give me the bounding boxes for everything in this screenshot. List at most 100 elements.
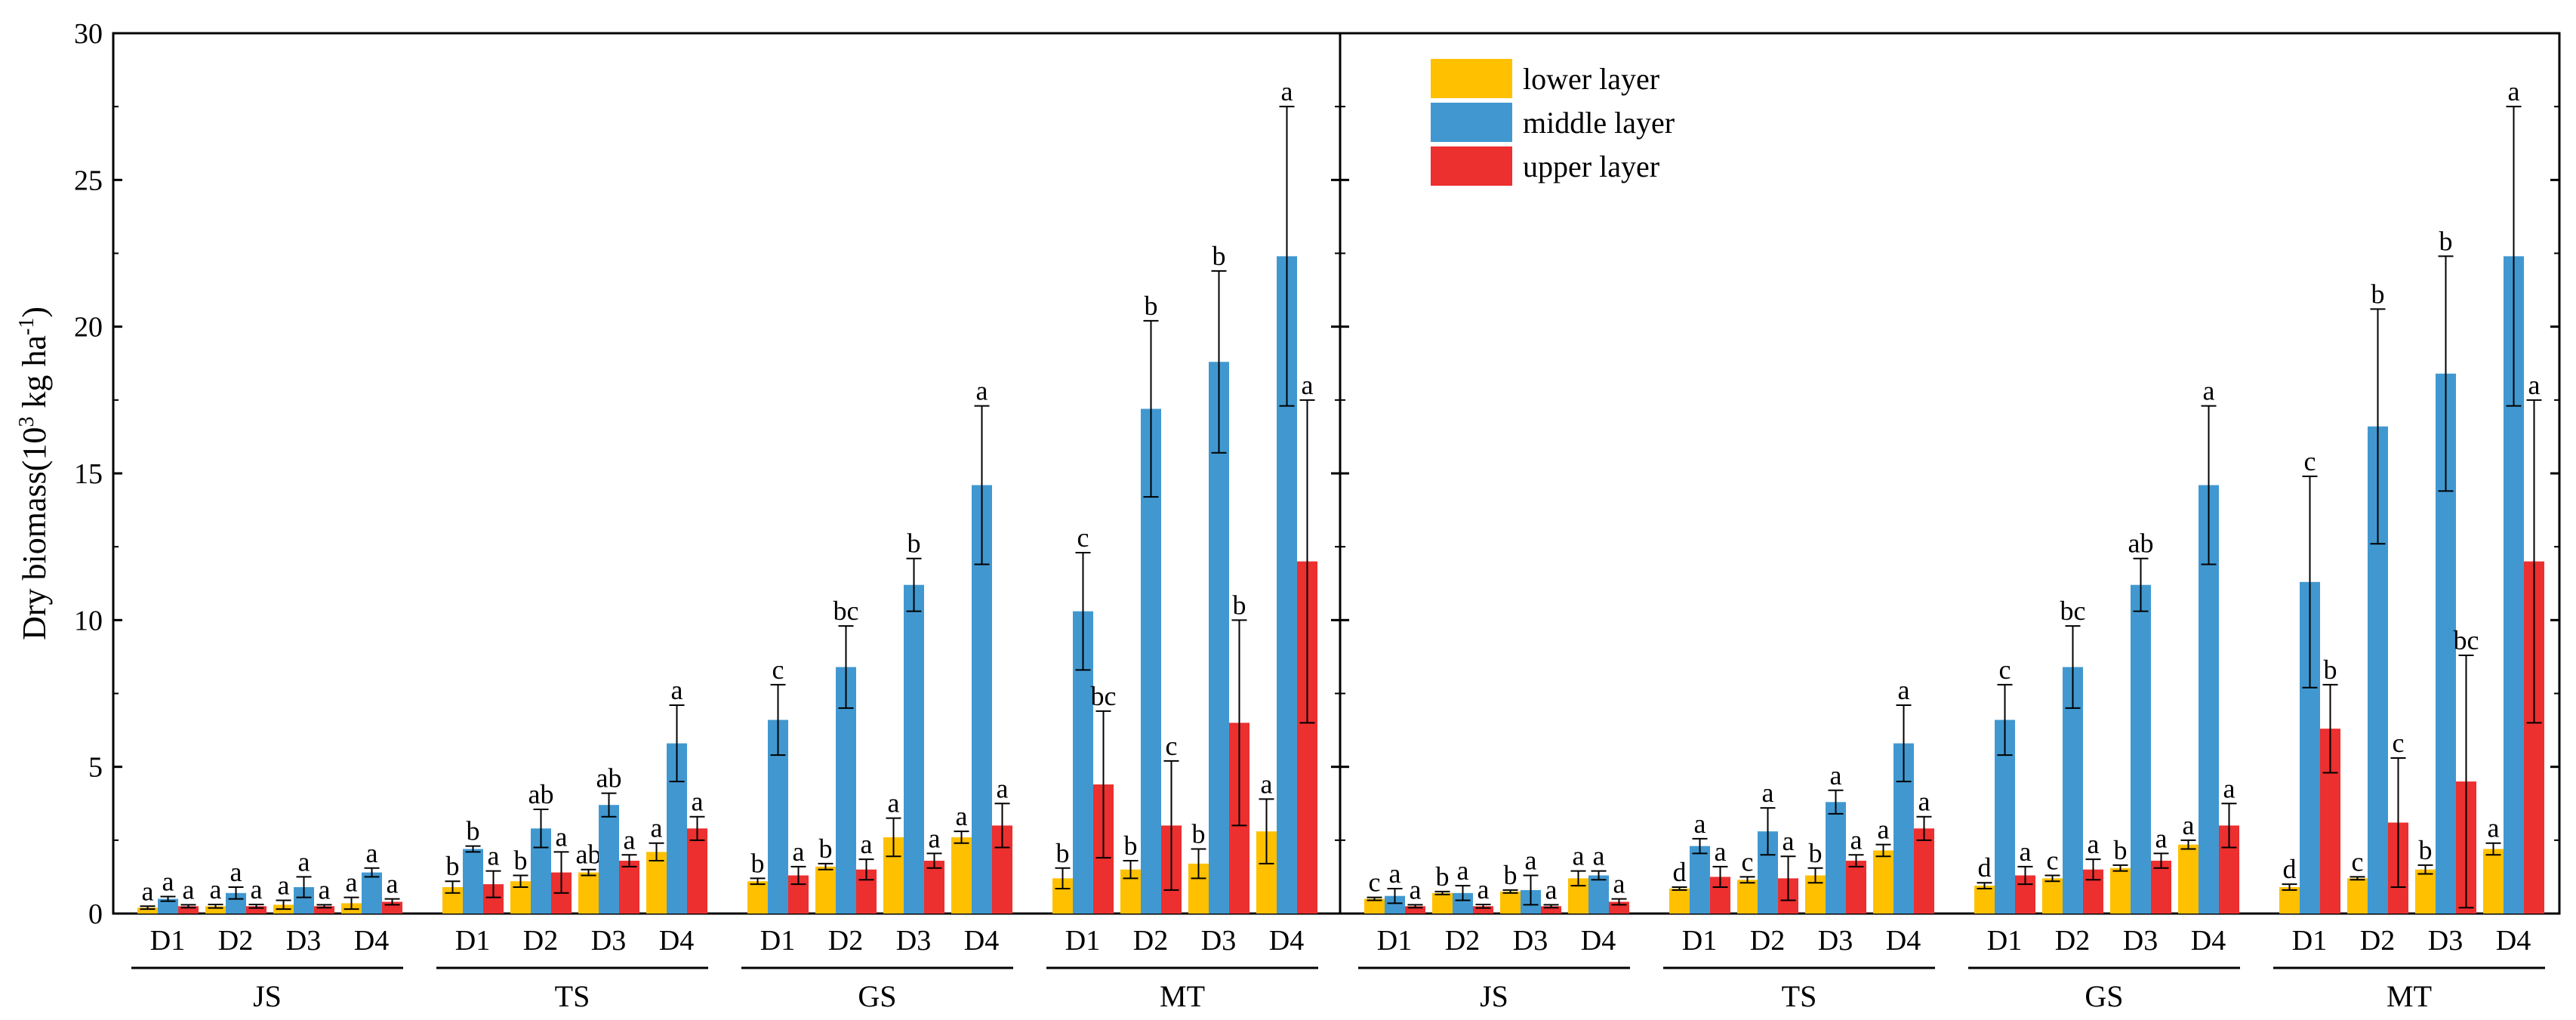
density-label-right-TS-D2: D2	[1750, 925, 1785, 957]
bar-left-TS-D1-middle	[463, 849, 483, 914]
bar-left-MT-D3-middle	[1209, 362, 1229, 914]
significance-letter-left-TS-D3-lower: ab	[576, 840, 602, 870]
significance-letter-left-JS-D1-middle: a	[162, 866, 174, 896]
density-label-right-TS-D3: D3	[1818, 925, 1853, 957]
bar-right-TS-D2-lower	[1737, 880, 1758, 914]
significance-letter-right-JS-D2-upper: a	[1478, 874, 1490, 904]
y-tick-label-6: 30	[74, 18, 103, 50]
bar-left-TS-D3-middle	[599, 805, 619, 914]
significance-letter-left-GS-D4-lower: a	[956, 801, 968, 831]
density-label-left-JS-D3: D3	[286, 925, 321, 957]
bar-left-JS-D1-middle	[158, 898, 178, 914]
significance-letter-right-MT-D2-upper: c	[2393, 728, 2405, 758]
bar-right-GS-D3-upper	[2151, 861, 2171, 914]
y-tick-label-1: 5	[88, 752, 103, 784]
bar-right-GS-D3-middle	[2131, 584, 2151, 914]
significance-letter-right-TS-D1-lower: d	[1673, 857, 1687, 887]
significance-letter-right-GS-D2-middle: bc	[2060, 596, 2086, 626]
bar-right-JS-D1-upper	[1405, 906, 1425, 914]
density-label-right-MT-D1: D1	[2292, 925, 2327, 957]
significance-letter-left-JS-D1-lower: a	[142, 876, 154, 906]
significance-letter-left-TS-D2-middle: ab	[528, 779, 554, 809]
significance-letter-left-MT-D2-lower: b	[1124, 830, 1138, 861]
significance-letter-right-GS-D1-lower: d	[1978, 852, 1992, 883]
significance-letter-left-GS-D1-lower: b	[751, 848, 765, 878]
significance-letter-right-MT-D3-upper: bc	[2454, 625, 2479, 655]
significance-letter-left-TS-D4-lower: a	[651, 813, 663, 843]
significance-letter-left-TS-D2-lower: b	[514, 845, 528, 875]
bar-right-MT-D3-lower	[2415, 869, 2436, 914]
significance-letter-left-GS-D3-upper: a	[929, 823, 941, 853]
significance-letter-left-GS-D2-middle: bc	[834, 596, 859, 626]
significance-letter-right-TS-D3-middle: a	[1830, 760, 1842, 790]
bar-left-JS-D1-lower	[137, 908, 158, 914]
y-axis-label: Dry biomass(103 kg ha-1)	[15, 307, 53, 640]
bar-right-TS-D1-lower	[1669, 888, 1690, 914]
significance-letter-left-TS-D4-middle: a	[671, 675, 683, 705]
significance-letter-right-MT-D2-lower: c	[2352, 846, 2364, 877]
significance-letter-right-TS-D3-lower: b	[1809, 838, 1823, 868]
density-label-right-TS-D4: D4	[1886, 925, 1921, 957]
y-tick-label-5: 25	[74, 165, 103, 196]
y-tick-label-2: 10	[74, 605, 103, 636]
bar-left-TS-D3-lower	[578, 872, 599, 914]
density-label-left-GS-D2: D2	[828, 925, 863, 957]
significance-letter-left-MT-D4-upper: a	[1302, 370, 1314, 400]
significance-letter-right-GS-D4-upper: a	[2223, 773, 2236, 803]
significance-letter-left-JS-D4-middle: a	[366, 838, 378, 868]
stage-label-left-JS: JS	[253, 979, 282, 1013]
significance-letter-right-JS-D2-middle: a	[1457, 855, 1469, 886]
significance-letter-left-MT-D2-upper: c	[1166, 731, 1178, 761]
bar-right-GS-D1-lower	[1974, 886, 1995, 914]
bar-left-GS-D3-upper	[924, 861, 944, 914]
density-label-left-MT-D1: D1	[1065, 925, 1100, 957]
significance-letter-right-JS-D4-lower: a	[1573, 841, 1585, 871]
bar-left-JS-D2-lower	[205, 906, 226, 914]
bar-left-TS-D4-lower	[646, 852, 667, 914]
density-label-right-MT-D3: D3	[2428, 925, 2463, 957]
significance-letter-right-JS-D1-upper: a	[1410, 874, 1422, 904]
significance-letter-left-JS-D4-lower: a	[346, 867, 358, 898]
significance-letter-right-TS-D4-middle: a	[1898, 675, 1910, 705]
bar-left-JS-D3-upper	[314, 906, 334, 914]
significance-letter-right-TS-D2-upper: a	[1783, 826, 1795, 856]
significance-letter-left-TS-D2-upper: a	[556, 821, 568, 852]
significance-letter-left-TS-D1-middle: b	[467, 816, 480, 846]
density-label-left-JS-D2: D2	[218, 925, 253, 957]
density-label-left-MT-D3: D3	[1201, 925, 1236, 957]
significance-letter-left-JS-D3-middle: a	[298, 846, 310, 877]
y-axis-label-part: 3	[15, 417, 39, 427]
stage-label-right-MT: MT	[2386, 979, 2432, 1013]
legend-label-middle: middle layer	[1523, 106, 1675, 140]
significance-letter-left-JS-D2-upper: a	[251, 874, 263, 904]
stage-label-right-TS: TS	[1782, 979, 1817, 1013]
y-tick-label-0: 0	[88, 898, 103, 930]
significance-letter-right-GS-D1-middle: c	[1999, 655, 2011, 685]
density-label-right-JS-D1: D1	[1377, 925, 1412, 957]
density-label-right-MT-D4: D4	[2496, 925, 2531, 957]
significance-letter-left-MT-D3-upper: b	[1233, 590, 1246, 620]
significance-letter-right-GS-D2-upper: a	[2088, 829, 2100, 859]
bar-right-JS-D3-lower	[1500, 891, 1521, 914]
density-label-right-GS-D3: D3	[2123, 925, 2158, 957]
significance-letter-left-GS-D1-upper: a	[793, 837, 805, 867]
density-label-left-MT-D2: D2	[1133, 925, 1168, 957]
significance-letter-left-JS-D4-upper: a	[387, 869, 399, 899]
stage-label-left-TS: TS	[555, 979, 590, 1013]
significance-letter-right-MT-D1-middle: c	[2304, 446, 2316, 476]
significance-letter-right-MT-D4-lower: a	[2488, 813, 2500, 843]
bar-right-MT-D1-lower	[2279, 887, 2300, 914]
significance-letter-left-MT-D4-lower: a	[1261, 769, 1273, 799]
significance-letter-right-TS-D2-middle: a	[1762, 778, 1774, 808]
y-axis-label-part: Dry biomass(10	[16, 427, 53, 640]
legend-label-upper: upper layer	[1523, 149, 1659, 183]
significance-letter-left-MT-D1-lower: b	[1056, 838, 1070, 868]
significance-letter-left-JS-D3-lower: a	[278, 871, 290, 901]
significance-letter-left-JS-D2-lower: a	[210, 874, 222, 904]
significance-letter-left-GS-D4-middle: a	[976, 376, 988, 406]
significance-letter-right-GS-D3-middle: ab	[2128, 528, 2154, 559]
significance-letter-right-JS-D4-upper: a	[1613, 869, 1625, 899]
y-axis-label-part: kg ha	[16, 335, 53, 417]
density-label-right-JS-D2: D2	[1445, 925, 1480, 957]
density-label-left-GS-D4: D4	[964, 925, 999, 957]
